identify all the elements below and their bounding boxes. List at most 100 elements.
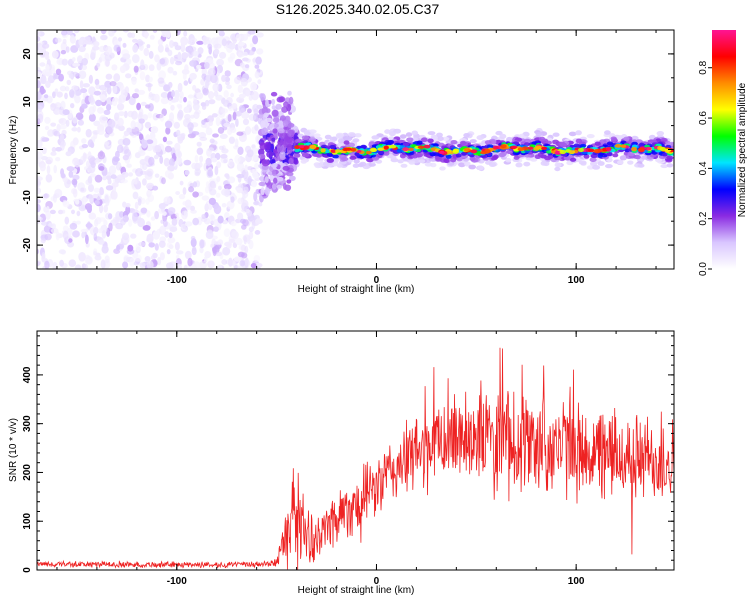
- heatmap-noise-cell: [190, 235, 196, 241]
- heatmap-noise-cell: [167, 207, 176, 215]
- heatmap-noise-cell: [180, 132, 186, 138]
- heatmap-noise-cell: [247, 49, 255, 56]
- heatmap-noise-cell: [56, 123, 61, 132]
- heatmap-signal-cell: [538, 136, 546, 142]
- heatmap-noise-cell: [240, 77, 248, 87]
- heatmap-noise-cell: [73, 157, 79, 163]
- heatmap-noise-cell: [43, 225, 52, 233]
- heatmap-signal-cell: [320, 148, 326, 153]
- heatmap-noise-cell: [74, 264, 82, 269]
- heatmap-noise-cell: [117, 37, 123, 42]
- heatmap-signal-cell: [638, 142, 645, 147]
- heatmap-noise-cell: [213, 204, 222, 215]
- heatmap-noise-cell: [81, 138, 87, 144]
- heatmap-noise-cell: [248, 226, 254, 233]
- heatmap-noise-cell: [81, 231, 85, 239]
- heatmap-noise-cell: [98, 228, 103, 234]
- snr-y-axis-label: SNR (10 * v/v): [8, 418, 19, 482]
- heatmap-noise-cell: [172, 70, 178, 76]
- heatmap-noise-cell: [241, 111, 250, 119]
- heatmap-noise-cell: [192, 84, 197, 91]
- heatmap-noise-cell: [176, 30, 181, 36]
- heatmap-noise-cell: [165, 127, 171, 135]
- heatmap-transition-cell: [277, 128, 285, 134]
- heatmap-noise-cell: [85, 128, 92, 138]
- x-tick-label: 100: [568, 576, 585, 587]
- heatmap-noise-cell: [90, 173, 96, 178]
- heatmap-noise-cell: [160, 97, 169, 105]
- heatmap-noise-cell: [173, 121, 180, 129]
- heatmap-noise-cell: [189, 60, 197, 67]
- heatmap-noise-cell: [78, 251, 86, 262]
- heatmap-noise-cell: [235, 118, 239, 127]
- heatmap-noise-cell: [52, 72, 57, 80]
- snr-x-axis: -100 0 100: [56, 331, 657, 587]
- y-tick-label: -20: [22, 237, 33, 252]
- heatmap-noise-cell: [253, 255, 261, 263]
- heatmap-transition-cell: [272, 128, 278, 134]
- heatmap-noise-cell: [111, 156, 119, 166]
- y-tick-label: 200: [22, 464, 33, 481]
- heatmap-noise-cell: [227, 113, 232, 123]
- heatmap-noise-cell: [150, 137, 158, 146]
- heatmap-noise-cell: [225, 174, 230, 180]
- heatmap-signal-cell: [597, 161, 605, 166]
- heatmap-noise-cell: [148, 103, 154, 112]
- heatmap-transition-cell: [287, 129, 295, 138]
- heatmap-signal-cell: [544, 156, 552, 161]
- heatmap-noise-cell: [97, 217, 106, 222]
- heatmap-signal-cell: [511, 145, 518, 149]
- heatmap-signal-cell: [301, 135, 309, 140]
- heatmap-signal-cell: [418, 159, 426, 164]
- heatmap-signal-cell: [575, 138, 583, 144]
- heatmap-noise-cell: [138, 242, 146, 247]
- heatmap-noise-cell: [176, 129, 181, 136]
- heatmap-noise-cell: [147, 112, 153, 119]
- heatmap-signal-cell: [568, 131, 577, 137]
- heatmap-noise-cell: [105, 73, 113, 80]
- heatmap-transition-cell: [282, 165, 290, 171]
- heatmap-noise-cell: [83, 263, 88, 269]
- heatmap-noise-cell: [184, 221, 193, 227]
- heatmap-noise-cell: [70, 34, 75, 44]
- heatmap-noise-cell: [132, 93, 139, 99]
- heatmap-signal-cell: [523, 161, 531, 167]
- heatmap-noise-cell: [207, 260, 215, 269]
- heatmap-noise-cell: [138, 118, 145, 124]
- heatmap-noise-cell: [40, 136, 46, 143]
- heatmap-signal-cell: [458, 162, 466, 168]
- heatmap-signal-cell: [594, 141, 601, 146]
- heatmap-noise-cell: [84, 258, 91, 265]
- heatmap-noise-cell: [157, 257, 162, 266]
- colorbar-tick-label: 0.2: [698, 211, 709, 225]
- heatmap-signal-cell: [505, 157, 512, 163]
- heatmap-transition-cell: [275, 103, 282, 110]
- heatmap-noise-cell: [248, 113, 257, 121]
- heatmap-signal-cell: [377, 150, 385, 155]
- heatmap-noise-cell: [228, 257, 233, 267]
- heatmap-noise-cell: [132, 54, 140, 64]
- heatmap-transition-cell: [276, 96, 284, 103]
- heatmap-signal-cell: [634, 154, 641, 160]
- heatmap-signal-cell: [579, 143, 587, 148]
- heatmap-noise-cell: [78, 38, 84, 46]
- heatmap-noise-cell: [235, 237, 243, 246]
- heatmap-noise-cell: [111, 97, 118, 107]
- heatmap-noise-cell: [175, 60, 183, 66]
- heatmap-signal-cell: [402, 142, 410, 147]
- heatmap-noise-cell: [164, 120, 173, 129]
- heatmap-noise-cell: [252, 172, 259, 179]
- heatmap-signal-cell: [614, 144, 622, 148]
- heatmap-noise-cell: [226, 84, 232, 90]
- heatmap-noise-cell: [85, 234, 89, 245]
- heatmap-noise-cell: [241, 208, 249, 213]
- heatmap-noise-cell: [204, 186, 210, 194]
- heatmap-signal-cell: [383, 150, 390, 156]
- heatmap-transition-cell: [289, 175, 296, 181]
- heatmap-noise-cell: [192, 191, 199, 198]
- heatmap-noise-cell: [144, 121, 151, 129]
- heatmap-noise-cell: [199, 155, 204, 163]
- heatmap-noise-cell: [141, 139, 148, 149]
- heatmap-noise-cell: [103, 219, 108, 226]
